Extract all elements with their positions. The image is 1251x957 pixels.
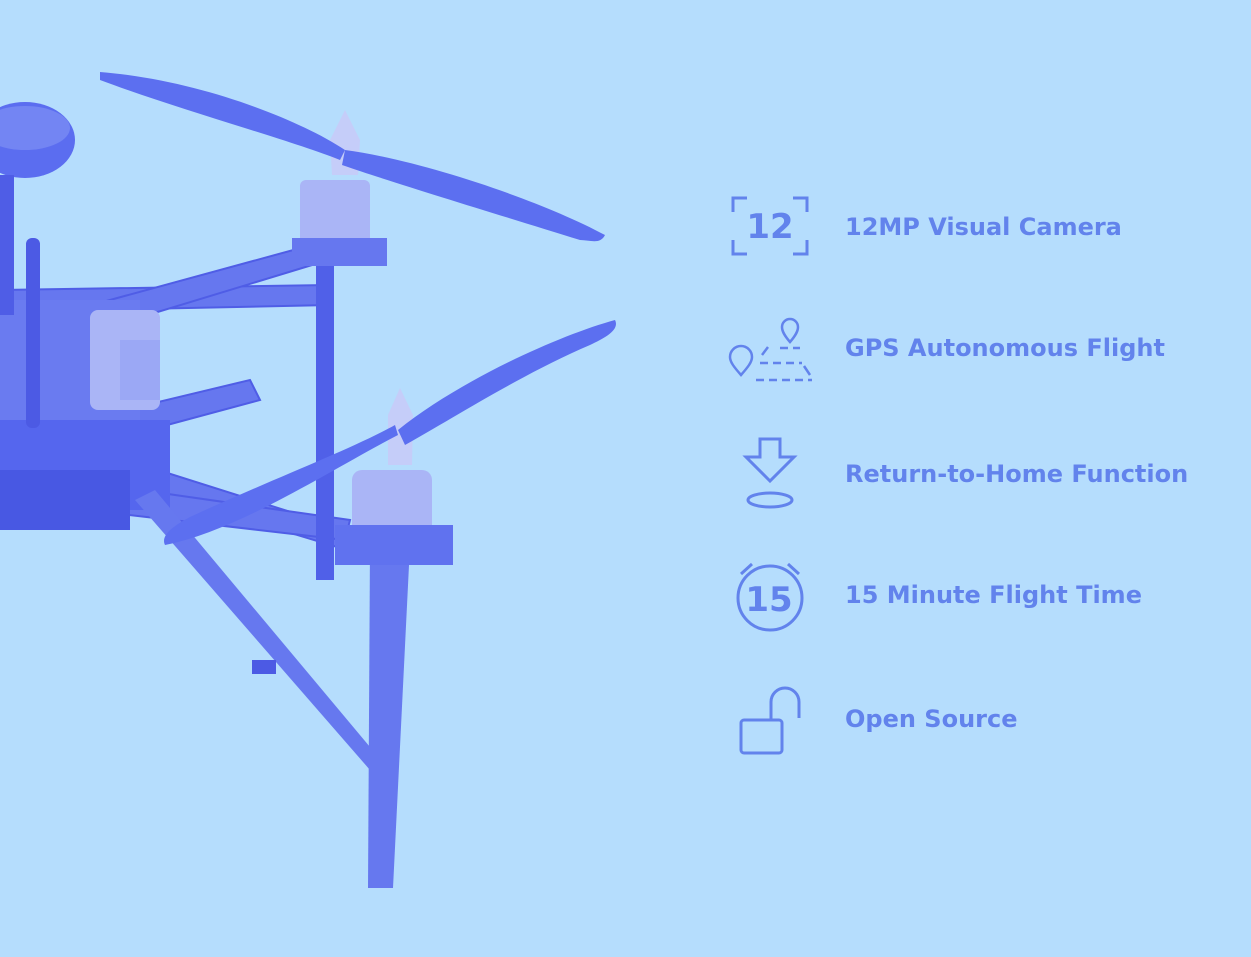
feature-item: GPS Autonomous Flight (722, 303, 1222, 393)
feature-label: Open Source (845, 705, 1018, 733)
feature-item: Open Source (722, 674, 1222, 764)
camera-12-icon: 12 (731, 196, 809, 256)
timer-minutes-text: 15 (745, 580, 792, 620)
return-home-icon (742, 437, 798, 509)
gps-route-icon (728, 317, 812, 382)
feature-label: GPS Autonomous Flight (845, 334, 1165, 362)
feature-label: Return-to-Home Function (845, 460, 1189, 488)
feature-label: 12MP Visual Camera (845, 213, 1122, 241)
camera-megapixel-text: 12 (746, 207, 793, 247)
feature-item: 15 15 Minute Flight Time (722, 550, 1222, 640)
feature-label: 15 Minute Flight Time (845, 581, 1142, 609)
feature-item: 12 12MP Visual Camera (722, 182, 1222, 272)
feature-item: Return-to-Home Function (722, 429, 1222, 519)
drone-image (0, 72, 616, 888)
unlock-icon (739, 686, 801, 755)
timer-15-icon: 15 (736, 562, 804, 632)
